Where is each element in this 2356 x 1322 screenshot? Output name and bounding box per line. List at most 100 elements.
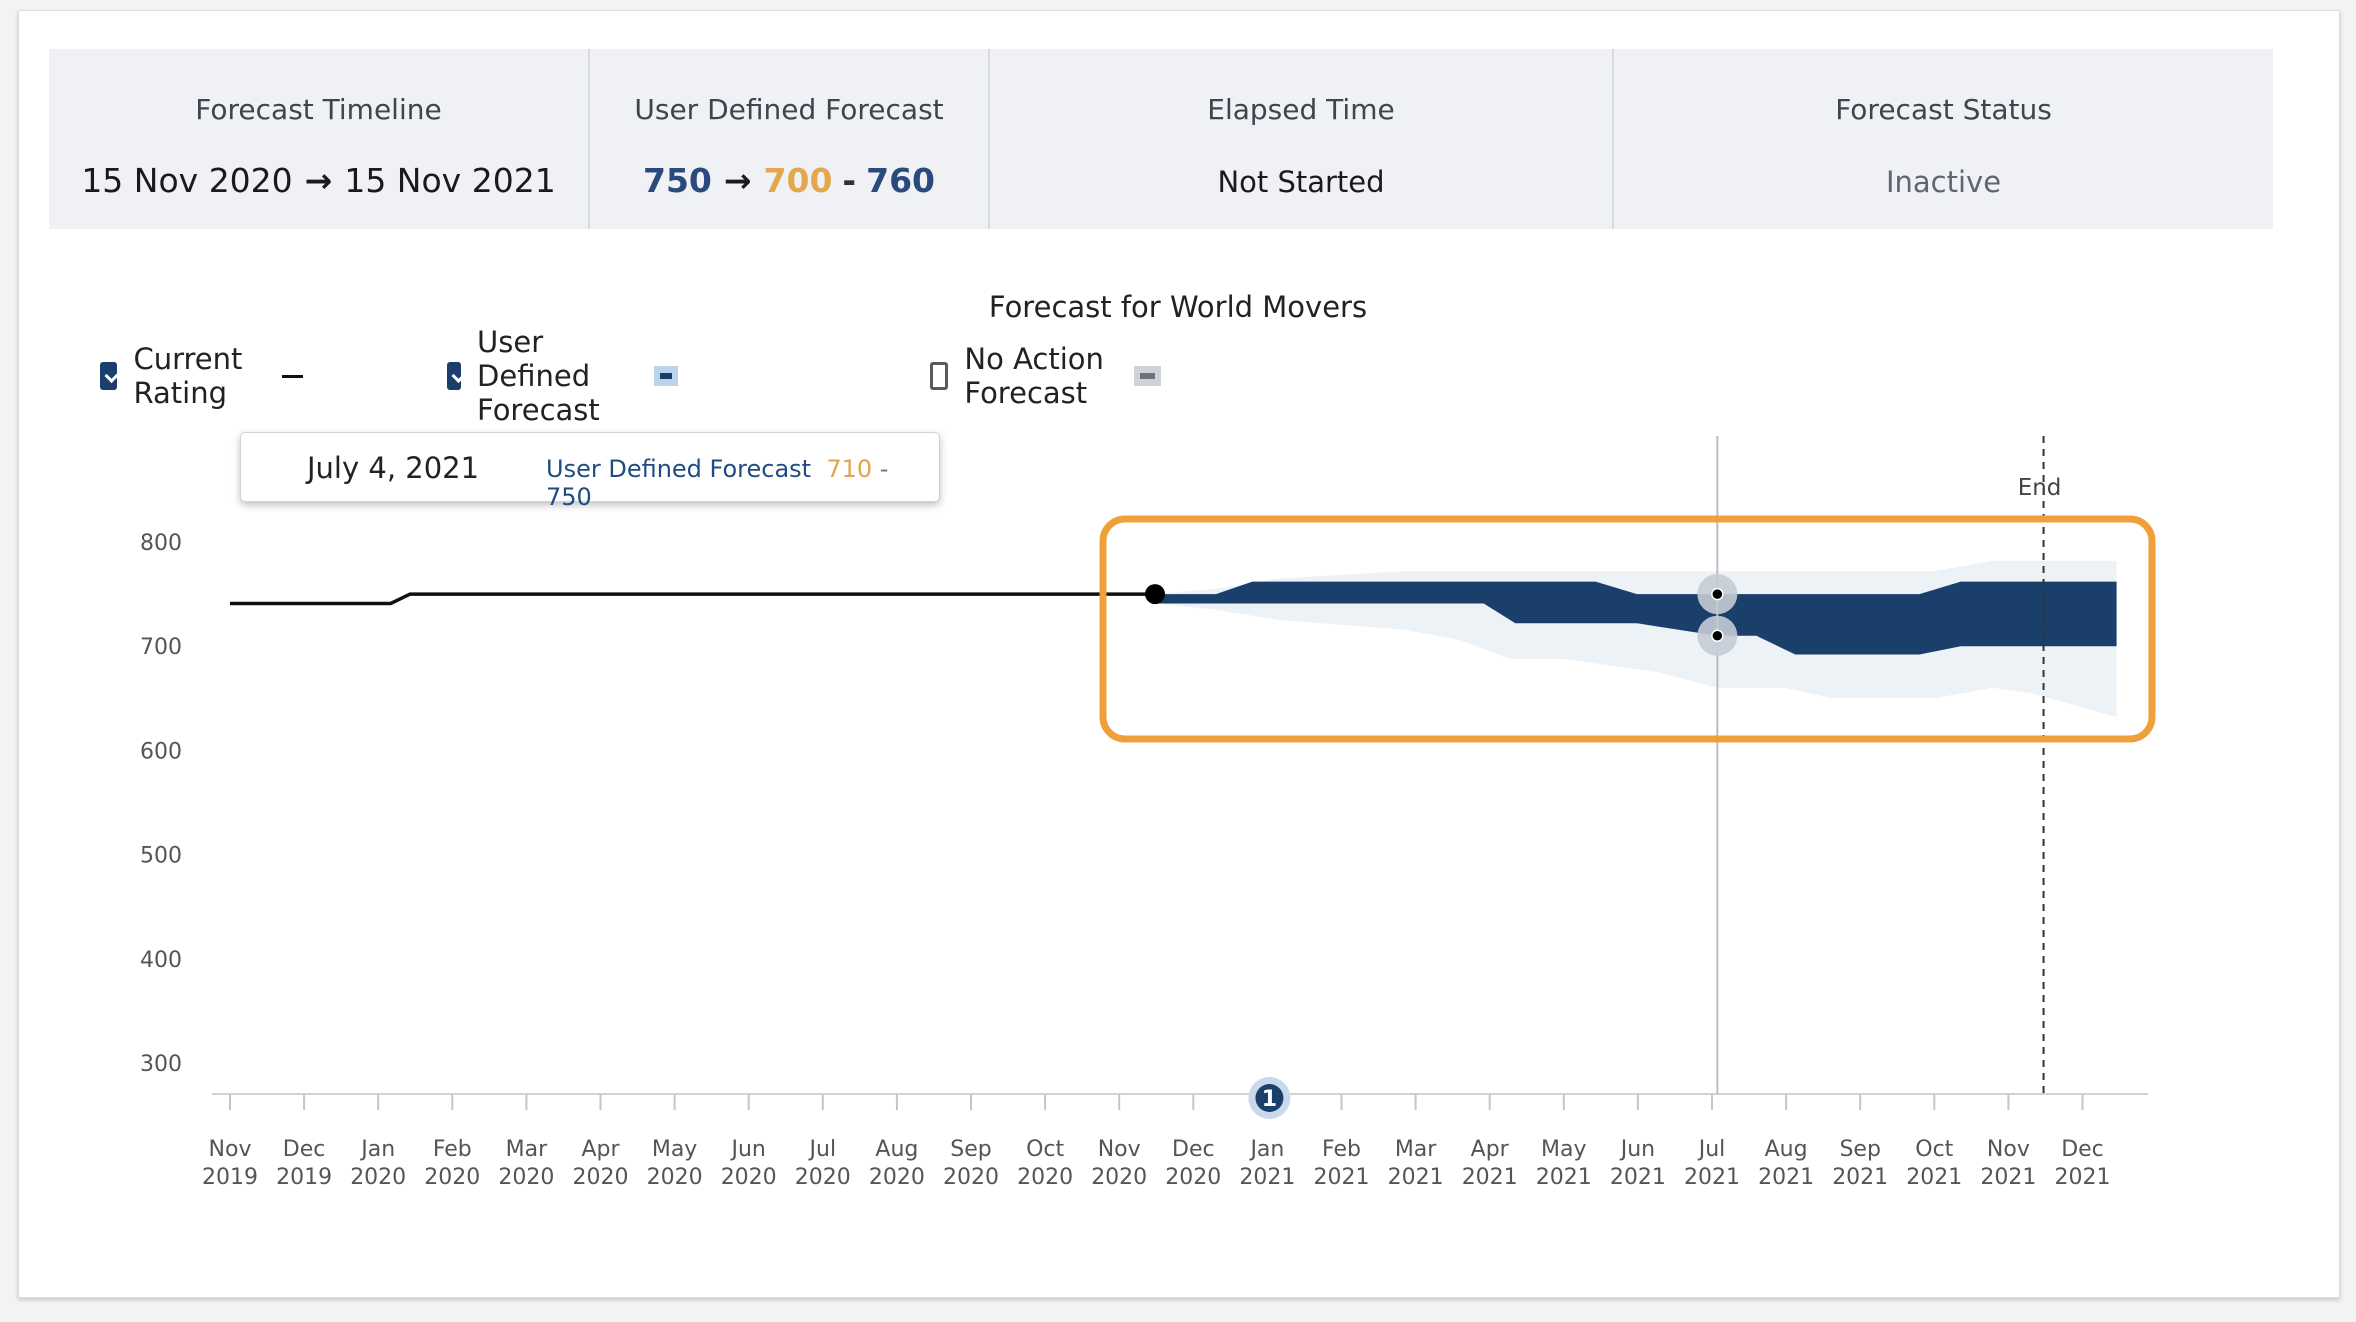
x-tick-label: 2020 bbox=[424, 1165, 480, 1190]
tooltip-high-value: 750 bbox=[546, 483, 592, 511]
x-tick-label: 2021 bbox=[1684, 1165, 1740, 1190]
x-tick-label: Sep bbox=[1839, 1137, 1880, 1162]
x-tick-label: 2021 bbox=[1758, 1165, 1814, 1190]
forecast-timeline-label: Forecast Timeline bbox=[195, 93, 442, 126]
y-tick-label: 700 bbox=[140, 635, 182, 660]
x-tick-label: 2020 bbox=[498, 1165, 554, 1190]
x-tick-label: Oct bbox=[1026, 1137, 1064, 1162]
current-rating-line-swatch bbox=[281, 374, 303, 378]
forecast-status-value: Inactive bbox=[1885, 165, 2002, 199]
x-tick-label: 2020 bbox=[795, 1165, 851, 1190]
tooltip-series: User Defined Forecast 710 - 750 bbox=[546, 455, 889, 511]
current-rating-line bbox=[230, 592, 1155, 606]
tooltip-low-value: 710 bbox=[826, 455, 873, 483]
x-tick-label: 2020 bbox=[1091, 1165, 1147, 1190]
x-tick-label: 2020 bbox=[1017, 1165, 1073, 1190]
hover-point bbox=[1711, 629, 1724, 643]
legend-current-rating[interactable]: Current Rating bbox=[100, 342, 303, 410]
legend-no-action-forecast[interactable]: No Action Forecast bbox=[930, 342, 1161, 410]
x-tick-label: 2020 bbox=[647, 1165, 703, 1190]
tooltip-series-label: User Defined Forecast bbox=[546, 455, 812, 483]
x-tick-label: Dec bbox=[2061, 1137, 2104, 1162]
forecast-highlight-box bbox=[1099, 515, 2156, 743]
x-tick-label: Feb bbox=[1322, 1137, 1361, 1162]
user-defined-forecast-value: 750 → 700-760 bbox=[590, 161, 988, 200]
y-tick-label: 600 bbox=[140, 739, 182, 764]
x-tick-label: 2021 bbox=[1239, 1165, 1295, 1190]
timeline-end: 15 Nov 2021 bbox=[344, 161, 556, 200]
x-tick-label: 2021 bbox=[1536, 1165, 1592, 1190]
current-rating-point bbox=[1145, 584, 1166, 605]
chart-title: Forecast for World Movers bbox=[988, 290, 1368, 324]
user-defined-forecast-cell: User Defined Forecast 750 → 700-760 bbox=[590, 49, 990, 229]
x-tick-label: May bbox=[1541, 1137, 1586, 1162]
legend-user-defined-forecast[interactable]: User Defined Forecast bbox=[447, 325, 678, 427]
timeline-start: 15 Nov 2020 bbox=[81, 161, 293, 200]
arrow-right-icon: → bbox=[723, 161, 752, 200]
no-action-forecast-checkbox[interactable] bbox=[930, 362, 949, 390]
forecast-summary-bar: Forecast Timeline 15 Nov 2020 → 15 Nov 202… bbox=[49, 49, 2273, 229]
x-tick-label: Feb bbox=[433, 1137, 472, 1162]
x-tick-label: 2019 bbox=[276, 1165, 332, 1190]
event-badge bbox=[1255, 1084, 1284, 1112]
x-tick-label: 2020 bbox=[1165, 1165, 1221, 1190]
x-tick-label: 2021 bbox=[2055, 1165, 2111, 1190]
x-tick-label: Dec bbox=[1172, 1137, 1215, 1162]
x-tick-label: 2020 bbox=[721, 1165, 777, 1190]
forecast-timeline-cell: Forecast Timeline 15 Nov 2020 → 15 Nov 202… bbox=[49, 49, 590, 229]
x-tick-label: 2021 bbox=[1832, 1165, 1888, 1190]
x-tick-label: 2021 bbox=[1906, 1165, 1962, 1190]
forecast-current-value: 750 bbox=[642, 161, 712, 200]
elapsed-time-cell: Elapsed Time Not Started bbox=[990, 49, 1614, 229]
chart-tooltip: July 4, 2021 User Defined Forecast 710 -… bbox=[240, 432, 940, 511]
forecast-status-label: Forecast Status bbox=[1835, 93, 2052, 126]
x-tick-label: Nov bbox=[1987, 1137, 2030, 1162]
range-dash: - bbox=[842, 161, 857, 200]
event-badge-label: 1 bbox=[1262, 1087, 1277, 1112]
x-tick-label: 2021 bbox=[1462, 1165, 1518, 1190]
x-tick-label: 2021 bbox=[1610, 1165, 1666, 1190]
x-tick-label: 2020 bbox=[943, 1165, 999, 1190]
x-tick-label: Jun bbox=[730, 1137, 766, 1162]
legend-no-action-forecast-label: No Action Forecast bbox=[964, 342, 1104, 410]
forecast-status-cell: Forecast Status Inactive bbox=[1614, 49, 2273, 229]
elapsed-time-label: Elapsed Time bbox=[1207, 93, 1395, 126]
x-tick-label: Dec bbox=[283, 1137, 326, 1162]
no-action-forecast-swatch bbox=[1133, 366, 1161, 386]
x-tick-label: Nov bbox=[209, 1137, 252, 1162]
x-tick-label: Apr bbox=[581, 1137, 620, 1162]
y-tick-label: 300 bbox=[140, 1052, 182, 1077]
user-defined-forecast-band bbox=[1155, 581, 2117, 655]
x-tick-label: Jan bbox=[1248, 1137, 1284, 1162]
current-rating-checkbox[interactable] bbox=[100, 362, 118, 390]
x-tick-label: Sep bbox=[950, 1137, 991, 1162]
y-tick-label: 400 bbox=[140, 948, 182, 973]
x-tick-label: Aug bbox=[875, 1137, 918, 1162]
x-tick-label: Mar bbox=[506, 1137, 548, 1162]
user-defined-forecast-checkbox[interactable] bbox=[447, 362, 462, 390]
x-tick-label: 2021 bbox=[1980, 1165, 2036, 1190]
y-tick-label: 500 bbox=[140, 844, 182, 869]
x-tick-label: 2020 bbox=[350, 1165, 406, 1190]
x-tick-label: Mar bbox=[1395, 1137, 1437, 1162]
arrow-right-icon: → bbox=[304, 161, 333, 200]
x-tick-label: Apr bbox=[1471, 1137, 1510, 1162]
forecast-low-value: 700 bbox=[763, 161, 833, 200]
end-label: End bbox=[2018, 475, 2062, 501]
x-tick-label: Jul bbox=[808, 1137, 837, 1162]
x-tick-label: Aug bbox=[1765, 1137, 1808, 1162]
x-tick-label: 2021 bbox=[1314, 1165, 1370, 1190]
x-tick-label: 2019 bbox=[202, 1165, 258, 1190]
x-tick-label: Oct bbox=[1915, 1137, 1953, 1162]
legend-current-rating-label: Current Rating bbox=[133, 342, 243, 410]
legend-user-defined-forecast-label: User Defined Forecast bbox=[477, 325, 600, 427]
elapsed-time-value: Not Started bbox=[1217, 165, 1385, 199]
user-defined-forecast-label: User Defined Forecast bbox=[634, 93, 944, 126]
user-defined-forecast-swatch bbox=[653, 366, 678, 386]
x-tick-label: 2020 bbox=[573, 1165, 629, 1190]
x-tick-label: 2020 bbox=[869, 1165, 925, 1190]
x-tick-label: Jul bbox=[1697, 1137, 1726, 1162]
x-tick-label: Nov bbox=[1098, 1137, 1141, 1162]
hover-point bbox=[1711, 587, 1724, 601]
